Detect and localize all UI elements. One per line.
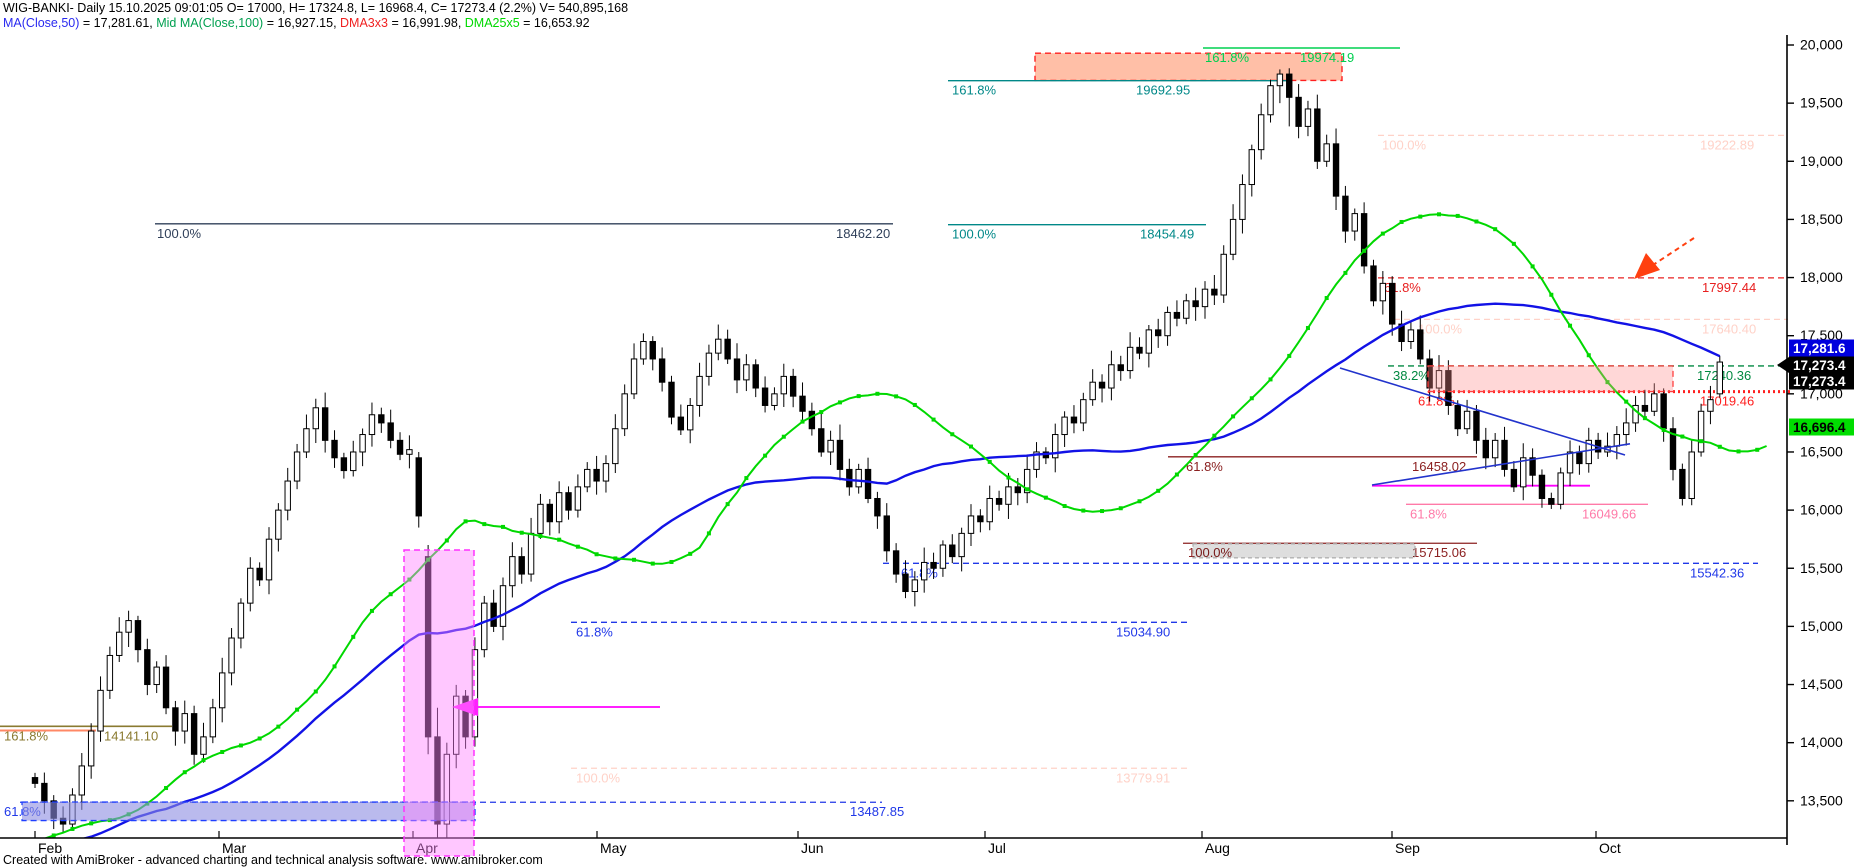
fib-label: 100.0% [952,227,997,242]
svg-text:17,273.4: 17,273.4 [1793,358,1846,373]
svg-text:16,696.4: 16,696.4 [1793,420,1846,435]
fib-label: 15034.90 [1116,624,1170,639]
fib-label: 17240.36 [1697,368,1751,383]
legend-item: = 16,991.98, [387,16,465,30]
fib-label: 61.8% [1186,459,1223,474]
legend-item: MA(Close,50) [3,16,80,30]
fib-level: 161.8% 19692.95 [948,80,1292,98]
legend-item: = 16,927.15, [263,16,341,30]
x-axis-month-label: Jul [988,840,1006,856]
x-axis-month-label: Jun [801,840,824,856]
fib-level: 161.8% 14141.10 [0,725,172,743]
ma50-line [81,302,1721,838]
fib-level: 100.0% 17640.40 [1394,318,1788,336]
x-axis-month-label: May [600,840,626,856]
fib-level: 100.0% 18462.20 [155,223,893,241]
y-axis-label: 14,500 [1800,676,1843,692]
fib-label: 100.0% [157,226,202,241]
fib-level: 100.0% 13779.91 [571,767,1190,785]
legend-item: DMA3x3 [340,16,388,30]
legend-item: = 17,281.61, [79,16,157,30]
fib-level: 61.8% 17997.44 [1378,277,1788,295]
x-axis-month-label: Apr [416,840,438,856]
x-axis-month-label: Mar [222,840,246,856]
fib-label: 100.0% [1382,137,1427,152]
legend-item: Mid MA(Close,100) [156,16,264,30]
fib-label: 17640.40 [1702,321,1756,336]
fib-level: 61.8% 16458.02 [1168,456,1477,474]
y-axis-label: 18,500 [1800,211,1843,227]
fib-level: 61.8% 15034.90 [571,621,1190,639]
svg-text:17,273.4: 17,273.4 [1793,374,1846,389]
fib-label: 14141.10 [104,728,158,743]
fib-label: 61.8% [901,565,938,580]
x-axis-month-label: Sep [1395,840,1420,856]
fib-label: 19222.89 [1700,137,1754,152]
orange-dashed-arrow [1634,237,1695,279]
fib-label: 38.2% [1393,368,1430,383]
y-axis-label: 15,500 [1800,560,1843,576]
fib-label: 16458.02 [1412,459,1466,474]
trendline [1371,443,1631,486]
fib-level: 100.0% 18454.49 [948,224,1206,242]
fib-level: 61.8% 16049.66 [1406,503,1648,521]
y-axis-label: 19,000 [1800,153,1843,169]
price-badge: 16,696.4 [1789,418,1854,436]
y-axis-label: 16,500 [1800,443,1843,459]
legend-item: = 16,653.92 [519,16,590,30]
fib-label: 161.8% [952,83,997,98]
y-axis-label: 13,500 [1800,792,1843,808]
indicator-legend: MA(Close,50) = 17,281.61, Mid MA(Close,1… [3,16,590,30]
axes: 20,00019,50019,00018,50018,00017,50017,0… [0,35,1843,856]
chart-title: WIG-BANKI- Daily 15.10.2025 09:01:05 O= … [3,1,629,15]
price-badge: 17,273.4 [1789,372,1854,390]
y-axis-label: 14,000 [1800,734,1843,750]
fib-level: 61.8% 15542.36 [883,562,1758,580]
dma25x5-line [43,212,1767,838]
fib-label: 161.8% [4,728,49,743]
fib-label: 100.0% [576,770,621,785]
fib-level: 161.8% 19974.19 [1203,47,1400,65]
fib-label: 161.8% [1205,50,1250,65]
fib-level: 100.0% 19222.89 [1378,134,1786,152]
y-axis-label: 15,000 [1800,618,1843,634]
zone-resistance-zone [1427,365,1674,393]
zone-crash-highlight-box [403,549,475,857]
fib-label: 18454.49 [1140,227,1194,242]
fib-label: 13487.85 [850,804,904,819]
x-axis-month-label: Aug [1205,840,1230,856]
fib-label: 18462.20 [836,226,890,241]
fib-label: 17997.44 [1702,280,1756,295]
magenta-arrow [452,698,660,716]
legend-item: DMA25x5 [464,16,520,30]
fib-label: 19974.19 [1300,50,1354,65]
candles [31,68,1723,838]
fib-label: 13779.91 [1116,770,1170,785]
fib-label: 15715.06 [1412,545,1466,560]
trendline [1339,367,1626,456]
y-axis-label: 17,500 [1800,327,1843,343]
zone-support-band [21,801,476,822]
fib-label: 16049.66 [1582,506,1636,521]
y-axis-label: 18,000 [1800,269,1843,285]
svg-text:17,281.6: 17,281.6 [1793,341,1846,356]
x-axis-month-label: Feb [38,840,62,856]
price-badge: 17,273.4 [1777,356,1854,374]
fib-label: 15542.36 [1690,565,1744,580]
fib-label: 100.0% [1418,321,1463,336]
fib-label: 19692.95 [1136,83,1190,98]
x-axis-month-label: Oct [1599,840,1621,856]
zone-grey-band [1192,543,1416,559]
y-axis-label: 16,000 [1800,502,1843,518]
fib-level: 61.8% 17019.46 [1418,390,1793,409]
fib-label: 100.0% [1188,545,1233,560]
y-axis-label: 20,000 [1800,37,1843,53]
price-badge: 17,281.6 [1789,339,1854,357]
fib-label: 61.8% [1410,506,1447,521]
fib-label: 61.8% [576,624,613,639]
y-axis-label: 19,500 [1800,95,1843,111]
zone-fib-extension-zone [1034,52,1343,82]
